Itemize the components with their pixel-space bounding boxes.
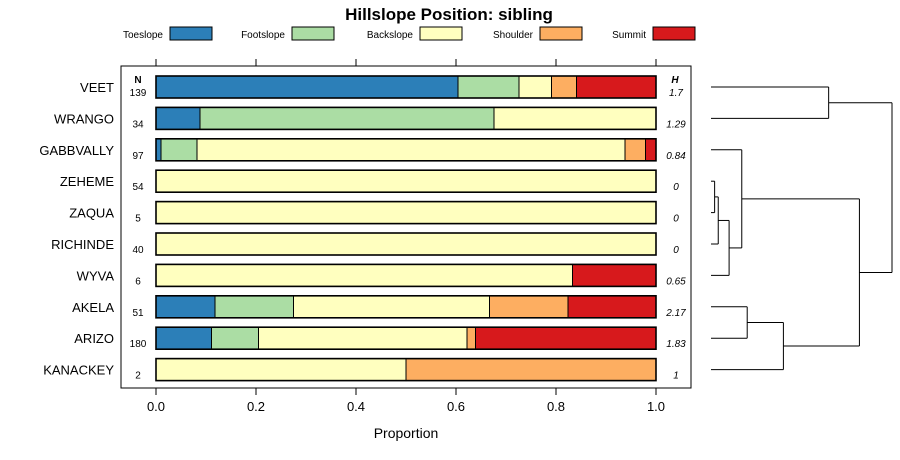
- bar-arizo-shoulder: [466, 326, 476, 350]
- legend-label-backslope: Backslope: [367, 30, 414, 41]
- bar-akela-footslope: [214, 295, 294, 319]
- h-value-kanackey: 1: [673, 371, 679, 382]
- bar-arizo-summit: [475, 326, 657, 350]
- bar-zeheme-backslope: [155, 169, 657, 193]
- legend-swatch-shoulder: [539, 26, 583, 41]
- n-values-group: 139 34 97 54 5 40 6 51 180 2: [130, 88, 147, 382]
- bar-veet-footslope: [457, 75, 520, 99]
- legend-swatch-toeslope: [169, 26, 213, 41]
- bar-akela-summit: [567, 295, 657, 319]
- bar-outline-wyva: [155, 263, 657, 288]
- x-tick-label-5: 1.0: [647, 399, 665, 414]
- x-tick-label-3: 0.6: [447, 399, 465, 414]
- bar-arizo-footslope: [211, 326, 259, 350]
- row-label-wyva: WYVA: [77, 268, 115, 283]
- bar-gabbvally-backslope: [196, 138, 626, 162]
- legend-swatch-footslope: [291, 26, 335, 41]
- h-header: H: [671, 75, 679, 86]
- row-label-kanackey: KANACKEY: [43, 363, 114, 378]
- row-label-veet: VEET: [80, 80, 114, 95]
- x-tick-label-2: 0.4: [347, 399, 365, 414]
- bar-arizo-backslope: [258, 326, 468, 350]
- bar-wrango-backslope: [493, 106, 657, 130]
- bar-veet-backslope: [518, 75, 552, 99]
- h-value-wrango: 1.29: [666, 119, 686, 130]
- h-values-group: 1.7 1.29 0.84 0 0 0 0.65 2.17 1.83 1: [665, 88, 686, 382]
- n-value-arizo: 180: [130, 339, 147, 350]
- h-value-gabbvally: 0.84: [666, 151, 686, 162]
- bar-outline-arizo: [155, 326, 657, 351]
- bar-wyva-backslope: [155, 263, 573, 287]
- row-label-wrango: WRANGO: [54, 111, 114, 126]
- row-label-akela: AKELA: [72, 300, 114, 315]
- n-value-zaqua: 5: [135, 214, 141, 225]
- bar-richinde-backslope: [155, 232, 657, 256]
- row-label-gabbvally: GABBVALLY: [39, 143, 114, 158]
- bar-outline-akela: [155, 294, 657, 319]
- bar-veet-toeslope: [155, 75, 459, 99]
- n-value-wyva: 6: [135, 276, 141, 287]
- row-label-zeheme: ZEHEME: [60, 174, 115, 189]
- dendrogram: [711, 86, 893, 371]
- legend-label-summit: Summit: [612, 30, 646, 41]
- x-tick-label-0: 0.0: [147, 399, 165, 414]
- bar-wrango-toeslope: [155, 106, 201, 130]
- bar-akela-shoulder: [489, 295, 569, 319]
- x-axis-ticks: 0.0 0.2 0.4 0.6 0.8 1.0: [147, 59, 665, 414]
- h-value-akela: 2.17: [665, 308, 686, 319]
- bar-outline-wrango: [155, 106, 657, 131]
- legend-label-footslope: Footslope: [241, 30, 285, 41]
- h-value-richinde: 0: [673, 245, 679, 256]
- bar-outline-zaqua: [155, 200, 657, 225]
- bar-akela-toeslope: [155, 295, 216, 319]
- bar-outline-richinde: [155, 232, 657, 256]
- legend-swatch-backslope: [419, 26, 463, 41]
- bar-gabbvally-footslope: [160, 138, 198, 162]
- legend-label-shoulder: Shoulder: [493, 30, 534, 41]
- bar-gabbvally-shoulder: [624, 138, 646, 162]
- h-value-zaqua: 0: [673, 214, 679, 225]
- n-value-richinde: 40: [132, 245, 144, 256]
- bar-gabbvally-summit: [645, 138, 657, 162]
- n-value-kanackey: 2: [135, 371, 141, 382]
- bars-group: [155, 75, 657, 382]
- n-value-gabbvally: 97: [132, 151, 144, 162]
- n-value-veet: 139: [130, 88, 147, 99]
- n-value-zeheme: 54: [132, 182, 144, 193]
- h-value-wyva: 0.65: [666, 276, 686, 287]
- row-label-zaqua: ZAQUA: [69, 206, 114, 221]
- h-value-zeheme: 0: [673, 182, 679, 193]
- row-labels-group: VEET WRANGO GABBVALLY ZEHEME ZAQUA RICHINDE WY…: [39, 80, 114, 378]
- row-label-arizo: ARIZO: [74, 331, 114, 346]
- bar-outline-veet: [155, 75, 657, 99]
- n-value-akela: 51: [132, 308, 144, 319]
- chart-title: Hillslope Position: sibling: [345, 5, 553, 24]
- x-tick-label-4: 0.8: [547, 399, 565, 414]
- x-tick-label-1: 0.2: [247, 399, 265, 414]
- bar-outline-kanackey: [155, 357, 657, 382]
- n-header: N: [134, 75, 141, 86]
- bar-zaqua-backslope: [155, 201, 657, 225]
- bar-veet-shoulder: [551, 75, 577, 99]
- legend-label-toeslope: Toeslope: [123, 30, 163, 41]
- bar-outline-zeheme: [155, 169, 657, 193]
- bar-arizo-toeslope: [155, 326, 212, 350]
- x-axis-label: Proportion: [374, 425, 439, 441]
- bar-akela-backslope: [293, 295, 490, 319]
- h-value-arizo: 1.83: [666, 339, 686, 350]
- legend-swatch-summit: [652, 26, 696, 41]
- bar-kanackey-shoulder: [405, 358, 657, 382]
- row-label-richinde: RICHINDE: [51, 237, 114, 252]
- legend: Toeslope Footslope Backslope Shoulder Summit: [123, 26, 696, 41]
- plot-frame: [120, 65, 692, 389]
- bar-wyva-summit: [572, 263, 657, 287]
- n-value-wrango: 34: [132, 119, 144, 130]
- h-value-veet: 1.7: [669, 88, 683, 99]
- bar-outline-gabbvally: [155, 138, 657, 162]
- bar-kanackey-backslope: [155, 358, 407, 382]
- bar-wrango-footslope: [199, 106, 495, 130]
- bar-veet-summit: [576, 75, 657, 99]
